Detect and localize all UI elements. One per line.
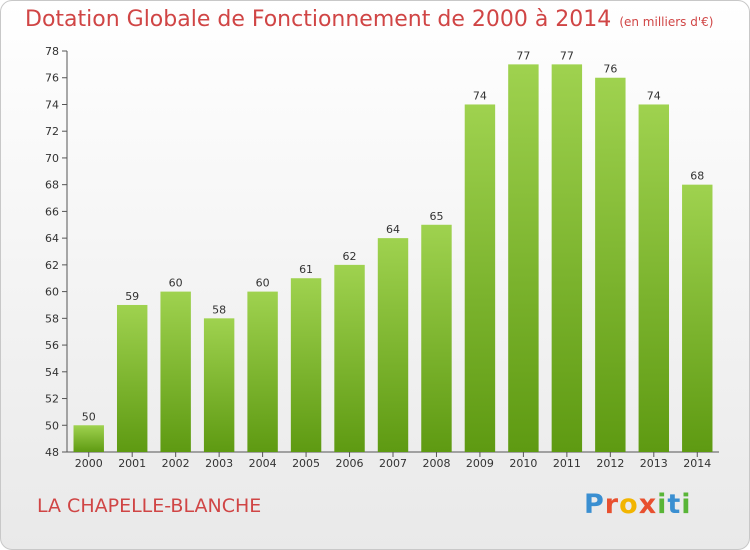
- y-tick-label: 66: [45, 205, 59, 218]
- x-tick-label: 2000: [75, 457, 103, 470]
- data-label: 74: [473, 89, 487, 102]
- x-tick-label: 2002: [162, 457, 190, 470]
- y-tick-label: 64: [45, 232, 59, 245]
- bar-2007: [377, 238, 409, 452]
- chart-unit: (en milliers d'€): [619, 15, 714, 29]
- axes: 48 50 52 54 56 58 60 62 64 66 68 70 72 74 76 78 2000 2001…: [45, 45, 719, 470]
- y-tick-label: 74: [45, 98, 59, 111]
- y-tick-label: 54: [45, 366, 59, 379]
- bar-2005: [290, 278, 322, 452]
- data-label: 60: [169, 277, 183, 290]
- x-tick-label: 2012: [596, 457, 624, 470]
- y-tick-label: 78: [45, 45, 59, 58]
- y-tick-label: 76: [45, 72, 59, 85]
- logo-letter: o: [619, 489, 639, 520]
- y-tick-label: 70: [45, 152, 59, 165]
- data-label: 76: [603, 63, 617, 76]
- bar-2003: [203, 318, 235, 452]
- bar-2001: [116, 304, 148, 452]
- y-tick-label: 52: [45, 393, 59, 406]
- bar-2002: [160, 291, 191, 452]
- x-tick-label: 2009: [466, 457, 494, 470]
- x-tick-label: 2008: [422, 457, 450, 470]
- bar-2008: [421, 224, 452, 452]
- y-tick-label: 60: [45, 286, 59, 299]
- x-tick-label: 2001: [118, 457, 146, 470]
- logo-letter: i: [657, 489, 668, 520]
- bar-2009: [464, 104, 496, 452]
- y-tick-label: 62: [45, 259, 59, 272]
- bar-2006: [334, 264, 365, 452]
- bar-2011: [551, 64, 583, 452]
- data-label: 61: [299, 263, 313, 276]
- bar-2014: [682, 184, 713, 452]
- chart-title-text: Dotation Globale de Fonctionnement de 20…: [25, 7, 612, 32]
- data-label: 68: [690, 170, 704, 183]
- x-tick-label: 2005: [292, 457, 320, 470]
- logo-letter: r: [604, 489, 620, 520]
- data-label: 50: [82, 410, 96, 423]
- data-label: 59: [125, 290, 139, 303]
- x-tick-label: 2013: [640, 457, 668, 470]
- data-label: 58: [212, 303, 226, 316]
- data-label: 77: [560, 49, 574, 62]
- bar-2010: [508, 64, 539, 452]
- chart-title: Dotation Globale de Fonctionnement de 20…: [25, 7, 713, 32]
- data-label: 77: [516, 49, 530, 62]
- y-tick-label: 72: [45, 125, 59, 138]
- bars: [73, 64, 713, 452]
- logo-letter: i: [681, 489, 692, 520]
- data-label: 65: [429, 210, 443, 223]
- y-tick-label: 56: [45, 339, 59, 352]
- y-tick-label: 48: [45, 446, 59, 459]
- logo-letter: x: [638, 489, 658, 520]
- x-tick-label: 2007: [379, 457, 407, 470]
- data-label: 62: [343, 250, 357, 263]
- y-tick-label: 58: [45, 312, 59, 325]
- x-tick-label: 2004: [249, 457, 277, 470]
- x-tick-label: 2006: [336, 457, 364, 470]
- bar-2012: [595, 77, 626, 452]
- y-tick-label: 50: [45, 419, 59, 432]
- bar-2000: [73, 425, 104, 452]
- data-label: 60: [256, 277, 270, 290]
- bar-2013: [638, 104, 670, 452]
- logo-letter: P: [584, 489, 605, 520]
- x-tick-label: 2010: [509, 457, 537, 470]
- x-tick-label: 2003: [205, 457, 233, 470]
- y-tick-label: 68: [45, 179, 59, 192]
- proxiti-logo: Proxiti: [584, 489, 692, 520]
- data-label: 74: [647, 89, 661, 102]
- data-label: 64: [386, 223, 400, 236]
- bar-2004: [247, 291, 278, 452]
- commune-name: LA CHAPELLE-BLANCHE: [37, 495, 262, 517]
- x-tick-label: 2011: [553, 457, 581, 470]
- data-labels: 50 59 60 58 60 61 62 64 65 74 77 77 76 74 68: [82, 49, 705, 423]
- x-tick-label: 2014: [683, 457, 711, 470]
- logo-letter: t: [667, 489, 682, 520]
